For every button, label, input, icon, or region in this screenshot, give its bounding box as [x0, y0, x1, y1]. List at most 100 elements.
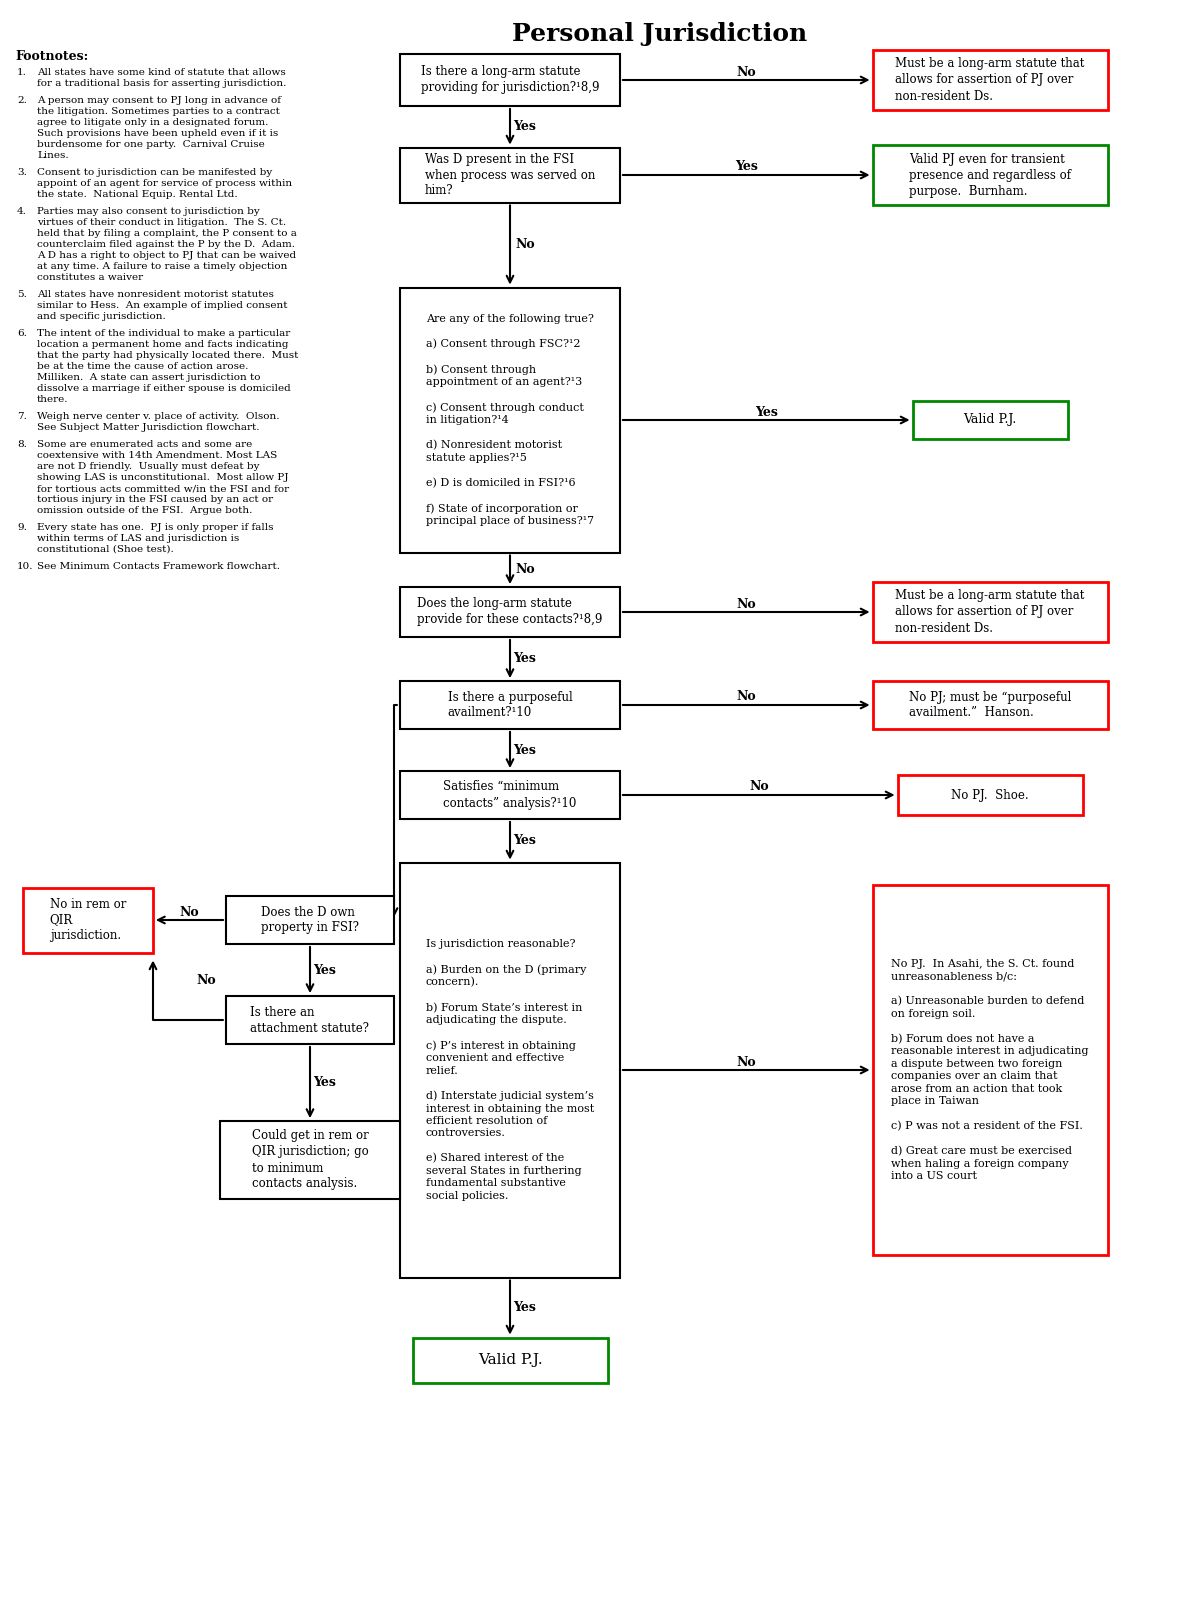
Text: No: No	[737, 597, 756, 611]
Text: No: No	[196, 973, 216, 987]
Bar	[226, 896, 394, 944]
Text: Yes: Yes	[514, 653, 536, 666]
Text: counterclaim filed against the P by the D.  Adam.: counterclaim filed against the P by the …	[37, 240, 295, 250]
Text: No: No	[737, 1056, 756, 1069]
Text: See Subject Matter Jurisdiction flowchart.: See Subject Matter Jurisdiction flowchar…	[37, 422, 259, 432]
Bar	[23, 888, 154, 952]
Text: that the party had physically located there.  Must: that the party had physically located th…	[37, 350, 299, 360]
Text: No in rem or
QIR
jurisdiction.: No in rem or QIR jurisdiction.	[50, 898, 126, 942]
Text: coextensive with 14th Amendment. Most LAS: coextensive with 14th Amendment. Most LA…	[37, 451, 277, 461]
Text: No: No	[737, 66, 756, 78]
Text: Weigh nerve center v. place of activity.  Olson.: Weigh nerve center v. place of activity.…	[37, 411, 280, 421]
Text: No: No	[737, 691, 756, 704]
Text: Is there a long-arm statute
providing for jurisdiction?¹8,9: Is there a long-arm statute providing fo…	[421, 66, 599, 94]
Text: No: No	[749, 781, 768, 794]
Text: for tortious acts committed w/in the FSI and for: for tortious acts committed w/in the FSI…	[37, 483, 289, 493]
Text: Valid P.J.: Valid P.J.	[964, 413, 1016, 427]
Text: Valid PJ even for transient
presence and regardless of
purpose.  Burnham.: Valid PJ even for transient presence and…	[910, 152, 1072, 197]
Bar	[400, 288, 620, 552]
Text: A person may consent to PJ long in advance of: A person may consent to PJ long in advan…	[37, 96, 281, 106]
Bar	[400, 587, 620, 637]
Bar	[220, 1122, 400, 1198]
Text: virtues of their conduct in litigation.  The S. Ct.: virtues of their conduct in litigation. …	[37, 218, 286, 227]
Bar	[872, 582, 1108, 642]
Text: Yes: Yes	[514, 744, 536, 757]
Bar	[400, 147, 620, 203]
Text: and specific jurisdiction.: and specific jurisdiction.	[37, 312, 166, 322]
Text: Yes: Yes	[734, 160, 757, 173]
Text: All states have nonresident motorist statutes: All states have nonresident motorist sta…	[37, 290, 274, 299]
Text: Does the D own
property in FSI?: Does the D own property in FSI?	[262, 906, 359, 934]
Text: Does the long-arm statute
provide for these contacts?¹8,9: Does the long-arm statute provide for th…	[418, 597, 602, 627]
Text: Every state has one.  PJ is only proper if falls: Every state has one. PJ is only proper i…	[37, 523, 274, 531]
Text: No: No	[515, 563, 535, 576]
Text: Is there an
attachment statute?: Is there an attachment statute?	[251, 1005, 370, 1035]
Text: held that by filing a complaint, the P consent to a: held that by filing a complaint, the P c…	[37, 229, 296, 238]
Text: for a traditional basis for asserting jurisdiction.: for a traditional basis for asserting ju…	[37, 78, 287, 88]
Bar	[400, 862, 620, 1277]
Text: Must be a long-arm statute that
allows for assertion of PJ over
non-resident Ds.: Must be a long-arm statute that allows f…	[895, 589, 1085, 635]
Text: Parties may also consent to jurisdiction by: Parties may also consent to jurisdiction…	[37, 206, 259, 216]
Text: The intent of the individual to make a particular: The intent of the individual to make a p…	[37, 330, 290, 338]
Bar	[400, 682, 620, 730]
Text: Some are enumerated acts and some are: Some are enumerated acts and some are	[37, 440, 252, 450]
Text: the state.  National Equip. Rental Ltd.: the state. National Equip. Rental Ltd.	[37, 190, 238, 198]
Text: 1.: 1.	[17, 67, 26, 77]
Text: dissolve a marriage if either spouse is domiciled: dissolve a marriage if either spouse is …	[37, 384, 290, 394]
Text: 2.: 2.	[17, 96, 26, 106]
Text: Lines.: Lines.	[37, 150, 68, 160]
Text: showing LAS is unconstitutional.  Most allow PJ: showing LAS is unconstitutional. Most al…	[37, 474, 288, 482]
Bar	[872, 146, 1108, 205]
Text: Was D present in the FSI
when process was served on
him?: Was D present in the FSI when process wa…	[425, 152, 595, 197]
Text: omission outside of the FSI.  Argue both.: omission outside of the FSI. Argue both.	[37, 506, 252, 515]
Text: 8.: 8.	[17, 440, 26, 450]
Text: 10.: 10.	[17, 562, 34, 571]
Text: be at the time the cause of action arose.: be at the time the cause of action arose…	[37, 362, 248, 371]
Bar	[872, 682, 1108, 730]
Text: No: No	[515, 238, 535, 251]
Text: Is there a purposeful
availment?¹10: Is there a purposeful availment?¹10	[448, 691, 572, 720]
Text: Yes: Yes	[514, 120, 536, 133]
Text: No: No	[180, 906, 199, 918]
Text: location a permanent home and facts indicating: location a permanent home and facts indi…	[37, 341, 288, 349]
Text: Yes: Yes	[313, 963, 336, 976]
Bar	[400, 54, 620, 106]
Text: 6.: 6.	[17, 330, 26, 338]
Text: Are any of the following true?

a) Consent through FSC?¹2

b) Consent through
ap: Are any of the following true? a) Consen…	[426, 314, 594, 526]
Text: 5.: 5.	[17, 290, 26, 299]
Text: at any time. A failure to raise a timely objection: at any time. A failure to raise a timely…	[37, 262, 287, 270]
Text: Milliken.  A state can assert jurisdiction to: Milliken. A state can assert jurisdictio…	[37, 373, 260, 382]
Text: Could get in rem or
QIR jurisdiction; go
to minimum
contacts analysis.: Could get in rem or QIR jurisdiction; go…	[252, 1130, 368, 1190]
Text: No PJ.  Shoe.: No PJ. Shoe.	[952, 789, 1028, 802]
Text: within terms of LAS and jurisdiction is: within terms of LAS and jurisdiction is	[37, 534, 239, 542]
Text: similar to Hess.  An example of implied consent: similar to Hess. An example of implied c…	[37, 301, 288, 310]
Text: Personal Jurisdiction: Personal Jurisdiction	[512, 22, 808, 46]
Bar	[400, 771, 620, 819]
Text: burdensome for one party.  Carnival Cruise: burdensome for one party. Carnival Cruis…	[37, 141, 265, 149]
Text: tortious injury in the FSI caused by an act or: tortious injury in the FSI caused by an …	[37, 494, 274, 504]
Text: 3.: 3.	[17, 168, 26, 178]
Text: there.: there.	[37, 395, 68, 403]
Bar	[872, 885, 1108, 1254]
Bar	[898, 774, 1082, 814]
Bar	[413, 1338, 607, 1382]
Text: appoint of an agent for service of process within: appoint of an agent for service of proce…	[37, 179, 292, 187]
Text: Yes: Yes	[514, 1301, 536, 1314]
Text: All states have some kind of statute that allows: All states have some kind of statute tha…	[37, 67, 286, 77]
Text: A D has a right to object to PJ that can be waived: A D has a right to object to PJ that can…	[37, 251, 296, 259]
Bar	[912, 402, 1068, 438]
Text: Yes: Yes	[755, 405, 778, 419]
Text: Must be a long-arm statute that
allows for assertion of PJ over
non-resident Ds.: Must be a long-arm statute that allows f…	[895, 58, 1085, 102]
Text: Yes: Yes	[514, 834, 536, 848]
Text: Such provisions have been upheld even if it is: Such provisions have been upheld even if…	[37, 130, 278, 138]
Text: Satisfies “minimum
contacts” analysis?¹10: Satisfies “minimum contacts” analysis?¹1…	[443, 781, 577, 810]
Bar	[226, 995, 394, 1043]
Text: No PJ; must be “purposeful
availment.”  Hanson.: No PJ; must be “purposeful availment.” H…	[908, 691, 1072, 720]
Text: Consent to jurisdiction can be manifested by: Consent to jurisdiction can be manifeste…	[37, 168, 272, 178]
Text: Valid P.J.: Valid P.J.	[478, 1354, 542, 1366]
Text: constitutional (Shoe test).: constitutional (Shoe test).	[37, 546, 174, 554]
Bar	[872, 50, 1108, 110]
Text: Is jurisdiction reasonable?

a) Burden on the D (primary
concern).

b) Forum Sta: Is jurisdiction reasonable? a) Burden on…	[426, 939, 594, 1200]
Text: agree to litigate only in a designated forum.: agree to litigate only in a designated f…	[37, 118, 269, 126]
Text: Footnotes:: Footnotes:	[14, 50, 89, 62]
